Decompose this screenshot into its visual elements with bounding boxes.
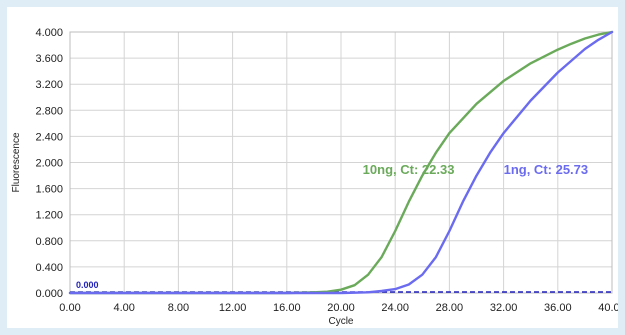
annotation-1ng: 1ng, Ct: 25.73 xyxy=(504,162,589,177)
y-tick-label: 2.800 xyxy=(35,105,63,117)
series-line-1ng xyxy=(68,30,614,295)
x-tick-label: 4.00 xyxy=(113,302,134,314)
x-tick-label: 20.00 xyxy=(327,302,355,314)
x-tick-labels: 0.00 4.00 8.00 12.00 16.00 20.00 24.00 28.00 32.… xyxy=(59,302,618,314)
annotation-10ng: 10ng, Ct: 22.33 xyxy=(363,162,455,177)
series-layer xyxy=(68,30,614,295)
chart-frame: 0.000 0.400 0.800 1.200 1.600 2.000 2.400 2.800… xyxy=(7,7,618,328)
y-tick-label: 1.200 xyxy=(35,210,63,222)
y-tick-label: 0.800 xyxy=(35,236,63,248)
y-tick-label: 0.400 xyxy=(35,262,63,274)
annotation-layer: 10ng, Ct: 22.33 1ng, Ct: 25.73 xyxy=(363,162,588,177)
y-tick-label: 2.000 xyxy=(35,158,63,170)
x-tick-label: 40.00 xyxy=(598,302,618,314)
grid-layer xyxy=(69,31,613,294)
x-tick-label: 16.00 xyxy=(273,302,301,314)
y-tick-label: 2.400 xyxy=(35,131,63,143)
amplification-chart: 0.000 0.400 0.800 1.200 1.600 2.000 2.400 2.800… xyxy=(11,27,618,327)
y-axis-title: Fluorescence xyxy=(11,132,22,192)
x-tick-label: 24.00 xyxy=(381,302,409,314)
x-tick-label: 12.00 xyxy=(219,302,247,314)
y-tick-label: 0.000 xyxy=(35,288,63,300)
x-tick-label: 36.00 xyxy=(544,302,572,314)
x-tick-label: 8.00 xyxy=(168,302,189,314)
y-tick-label: 4.000 xyxy=(35,27,63,39)
y-tick-label: 1.600 xyxy=(35,184,63,196)
x-tick-label: 0.00 xyxy=(59,302,80,314)
x-tick-label: 32.00 xyxy=(490,302,518,314)
y-tick-labels: 0.000 0.400 0.800 1.200 1.600 2.000 2.400 2.800… xyxy=(35,27,63,300)
y-tick-label: 3.600 xyxy=(35,53,63,65)
x-axis-title: Cycle xyxy=(328,316,353,327)
x-tick-label: 28.00 xyxy=(436,302,464,314)
threshold-label: 0.000 xyxy=(76,280,99,290)
y-tick-label: 3.200 xyxy=(35,79,63,91)
